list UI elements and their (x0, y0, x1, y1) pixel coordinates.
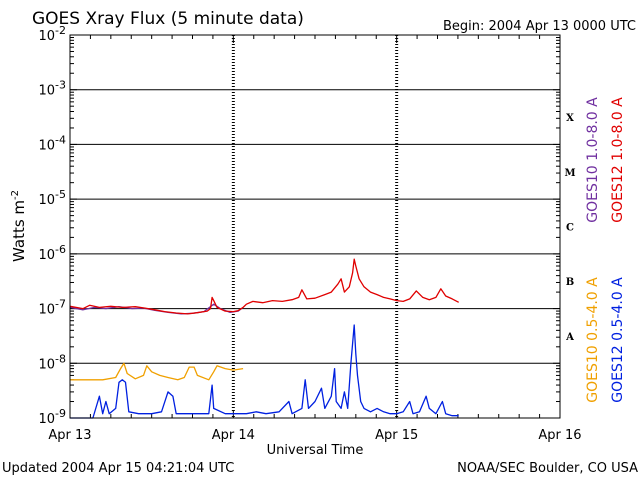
y-tick-label: 10-9 (38, 407, 66, 427)
flare-class-b: B (566, 277, 574, 288)
begin-label: Begin: 2004 Apr 13 0000 UTC (443, 19, 636, 34)
y-axis-label: Watts m-2 (10, 190, 28, 262)
credit-label: NOAA/SEC Boulder, CO USA (457, 461, 638, 476)
flare-class-labels: X M C B A (564, 113, 575, 343)
legend-entry: GOES12 1.0-8.0 A (610, 97, 626, 223)
flare-class-x: X (566, 113, 574, 124)
chart-series (69, 258, 460, 419)
y-tick-label: 10-2 (38, 24, 66, 44)
legend-entry: GOES12 0.5-4.0 A (610, 277, 626, 403)
legend-entry: GOES10 1.0-8.0 A (585, 97, 601, 223)
chart-grid (70, 35, 560, 418)
y-tick-label: 10-5 (38, 188, 66, 208)
x-tick-label: Apr 13 (48, 428, 91, 443)
y-tick-label: 10-3 (38, 79, 66, 99)
series-line-3 (70, 324, 459, 419)
x-tick-label: Apr 14 (212, 428, 255, 443)
series-line-1 (69, 258, 460, 315)
plot-frame (69, 34, 561, 419)
series-line-2 (70, 362, 244, 381)
y-axis-ticks: 10-2 10-3 10-4 10-5 10-6 10-7 10-8 10-9 (38, 24, 560, 427)
flare-class-m: M (564, 168, 575, 179)
legend-entry: GOES10 0.5-4.0 A (585, 277, 601, 403)
flare-class-a: A (565, 332, 574, 343)
x-axis-ticks: Apr 13 Apr 14 Apr 15 Apr 16 (48, 35, 582, 443)
legend: GOES10 1.0-8.0 A GOES12 1.0-8.0 A GOES10 0… (585, 97, 626, 403)
flare-class-c: C (566, 223, 574, 234)
x-axis-label: Universal Time (267, 443, 364, 458)
updated-timestamp: Updated 2004 Apr 15 04:21:04 UTC (2, 461, 234, 476)
chart-title: GOES Xray Flux (5 minute data) (32, 9, 304, 29)
y-tick-label: 10-8 (38, 352, 66, 372)
x-tick-label: Apr 16 (538, 428, 581, 443)
y-tick-label: 10-7 (38, 298, 66, 318)
y-tick-label: 10-4 (38, 133, 66, 153)
y-tick-label: 10-6 (38, 243, 66, 263)
x-tick-label: Apr 15 (375, 428, 418, 443)
